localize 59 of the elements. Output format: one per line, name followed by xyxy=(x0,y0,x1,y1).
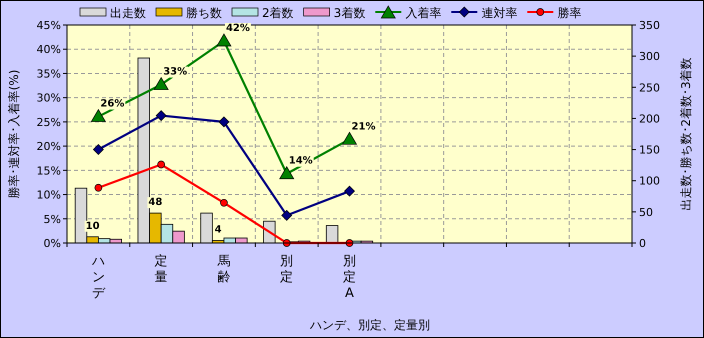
x-tick-label: ハンデ xyxy=(90,254,106,301)
data-label: 21% xyxy=(352,121,376,132)
x-tick-label: 別定 xyxy=(280,254,294,285)
legend-label: 3着数 xyxy=(334,6,366,20)
legend-label: 勝ち数 xyxy=(186,6,222,20)
point xyxy=(220,198,228,207)
x-axis-title: ハンデ、別定、定量別 xyxy=(309,318,430,332)
data-label: 26% xyxy=(100,98,124,110)
y-tick-label: 40% xyxy=(36,43,61,56)
legend-勝率: 勝率 xyxy=(527,6,582,20)
y2-tick-label: 300 xyxy=(639,50,660,64)
y-tick-label: 20% xyxy=(36,140,61,154)
x-tick-label: 別定A xyxy=(343,254,356,301)
y-tick-label: 0% xyxy=(44,237,61,250)
x-tick-label: 馬齢 xyxy=(216,254,230,285)
data-label: 4 xyxy=(214,224,222,236)
legend-入着率: 入着率 xyxy=(375,5,442,20)
point xyxy=(344,186,355,197)
point xyxy=(218,116,230,128)
y2-tick-label: 150 xyxy=(639,144,660,157)
legend-label: 勝率 xyxy=(557,6,582,20)
y2-tick-label: 0 xyxy=(639,237,646,250)
point xyxy=(216,34,232,46)
point xyxy=(156,110,167,121)
legend-出走数: 出走数 xyxy=(80,6,146,20)
y-tick-label: 10% xyxy=(36,188,61,202)
point xyxy=(342,132,357,145)
y-tick-label: 5% xyxy=(44,212,61,226)
y2-tick-label: 350 xyxy=(639,19,660,32)
data-label: 42% xyxy=(226,22,250,34)
data-label: 48 xyxy=(148,197,162,208)
y2-axis-title: 出走数･勝ち数･2着数･3着数 xyxy=(679,57,693,211)
legend-label: 出走数 xyxy=(110,6,146,20)
y-tick-label: 35% xyxy=(36,67,61,80)
y-tick-label: 45% xyxy=(36,19,61,32)
y-tick-label: 15% xyxy=(36,164,61,178)
legend-勝ち数: 勝ち数 xyxy=(156,6,222,20)
y2-tick-label: 100 xyxy=(639,174,660,188)
point xyxy=(94,184,102,192)
data-label: 33% xyxy=(163,66,188,78)
x-tick-label: 定量 xyxy=(154,254,168,285)
legend-label: 2着数 xyxy=(262,6,294,20)
data-label: 10 xyxy=(86,220,100,232)
legend-label: 連対率 xyxy=(481,6,518,20)
point xyxy=(157,160,166,168)
y2-tick-label: 250 xyxy=(639,81,660,94)
y-tick-label: 25% xyxy=(36,116,61,129)
legend-label: 入着率 xyxy=(405,6,442,20)
y-axis-title: 勝率･連対率･入着率(%) xyxy=(7,70,21,198)
y2-tick-label: 200 xyxy=(639,112,660,126)
point xyxy=(154,77,169,90)
data-label: 14% xyxy=(288,156,313,167)
point xyxy=(91,109,106,122)
point xyxy=(279,166,294,180)
y2-tick-label: 50 xyxy=(639,206,653,219)
point xyxy=(93,144,104,155)
point xyxy=(281,210,292,221)
legend-連対率: 連対率 xyxy=(451,6,518,20)
y-tick-label: 30% xyxy=(36,92,61,105)
